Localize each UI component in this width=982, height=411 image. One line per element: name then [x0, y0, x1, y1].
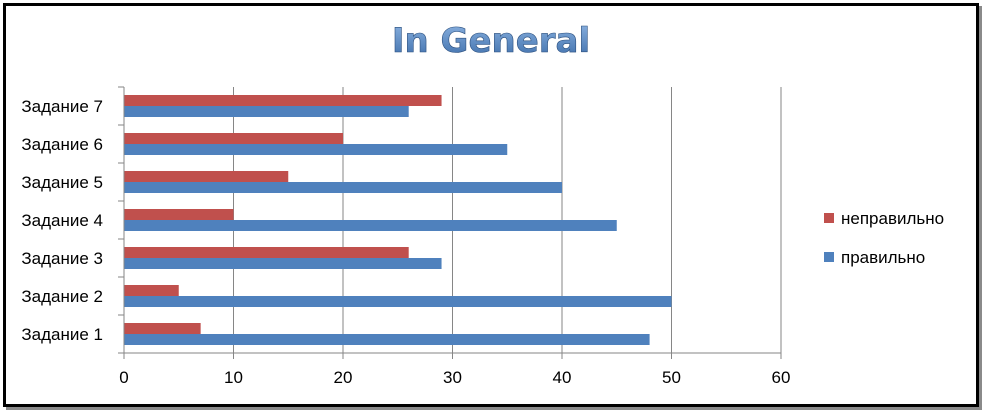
category-label: Задание 7	[21, 97, 103, 116]
category-label: Задание 6	[21, 135, 103, 154]
legend-swatch	[824, 213, 834, 223]
x-tick-label: 30	[443, 368, 462, 387]
x-tick-label: 40	[553, 368, 572, 387]
legend: неправильно правильно	[824, 209, 944, 267]
bar-layer	[124, 95, 672, 345]
bar-incorrect	[124, 209, 234, 220]
bar-incorrect	[124, 247, 409, 258]
bar-correct	[124, 106, 409, 117]
bar-correct	[124, 220, 617, 231]
legend-label: правильно	[841, 248, 925, 267]
x-tick-label: 0	[119, 368, 128, 387]
grid-layer	[233, 87, 782, 353]
bar-incorrect	[124, 171, 289, 182]
category-label: Задание 3	[21, 249, 103, 268]
legend-swatch	[824, 252, 834, 262]
x-tick-label: 60	[772, 368, 791, 387]
bar-incorrect	[124, 95, 442, 106]
category-label: Задание 5	[21, 173, 103, 192]
category-label: Задание 1	[21, 325, 103, 344]
bar-incorrect	[124, 323, 201, 334]
label-layer: 0 10 20 30 40 50 60 Задание 1 Задание 2 Задание 3…	[21, 97, 790, 387]
category-label: Задание 2	[21, 287, 103, 306]
bar-incorrect	[124, 133, 343, 144]
bar-incorrect	[124, 285, 179, 296]
x-tick-label: 50	[662, 368, 681, 387]
axis-layer	[118, 86, 782, 359]
bar-correct	[124, 334, 650, 345]
category-label: Задание 4	[21, 211, 103, 230]
chart-title: In General	[392, 21, 590, 61]
x-tick-label: 20	[334, 368, 353, 387]
legend-label: неправильно	[841, 209, 944, 228]
bar-correct	[124, 258, 442, 269]
x-tick-label: 10	[224, 368, 243, 387]
bar-correct	[124, 144, 508, 155]
bar-correct	[124, 182, 562, 193]
bar-correct	[124, 296, 672, 307]
